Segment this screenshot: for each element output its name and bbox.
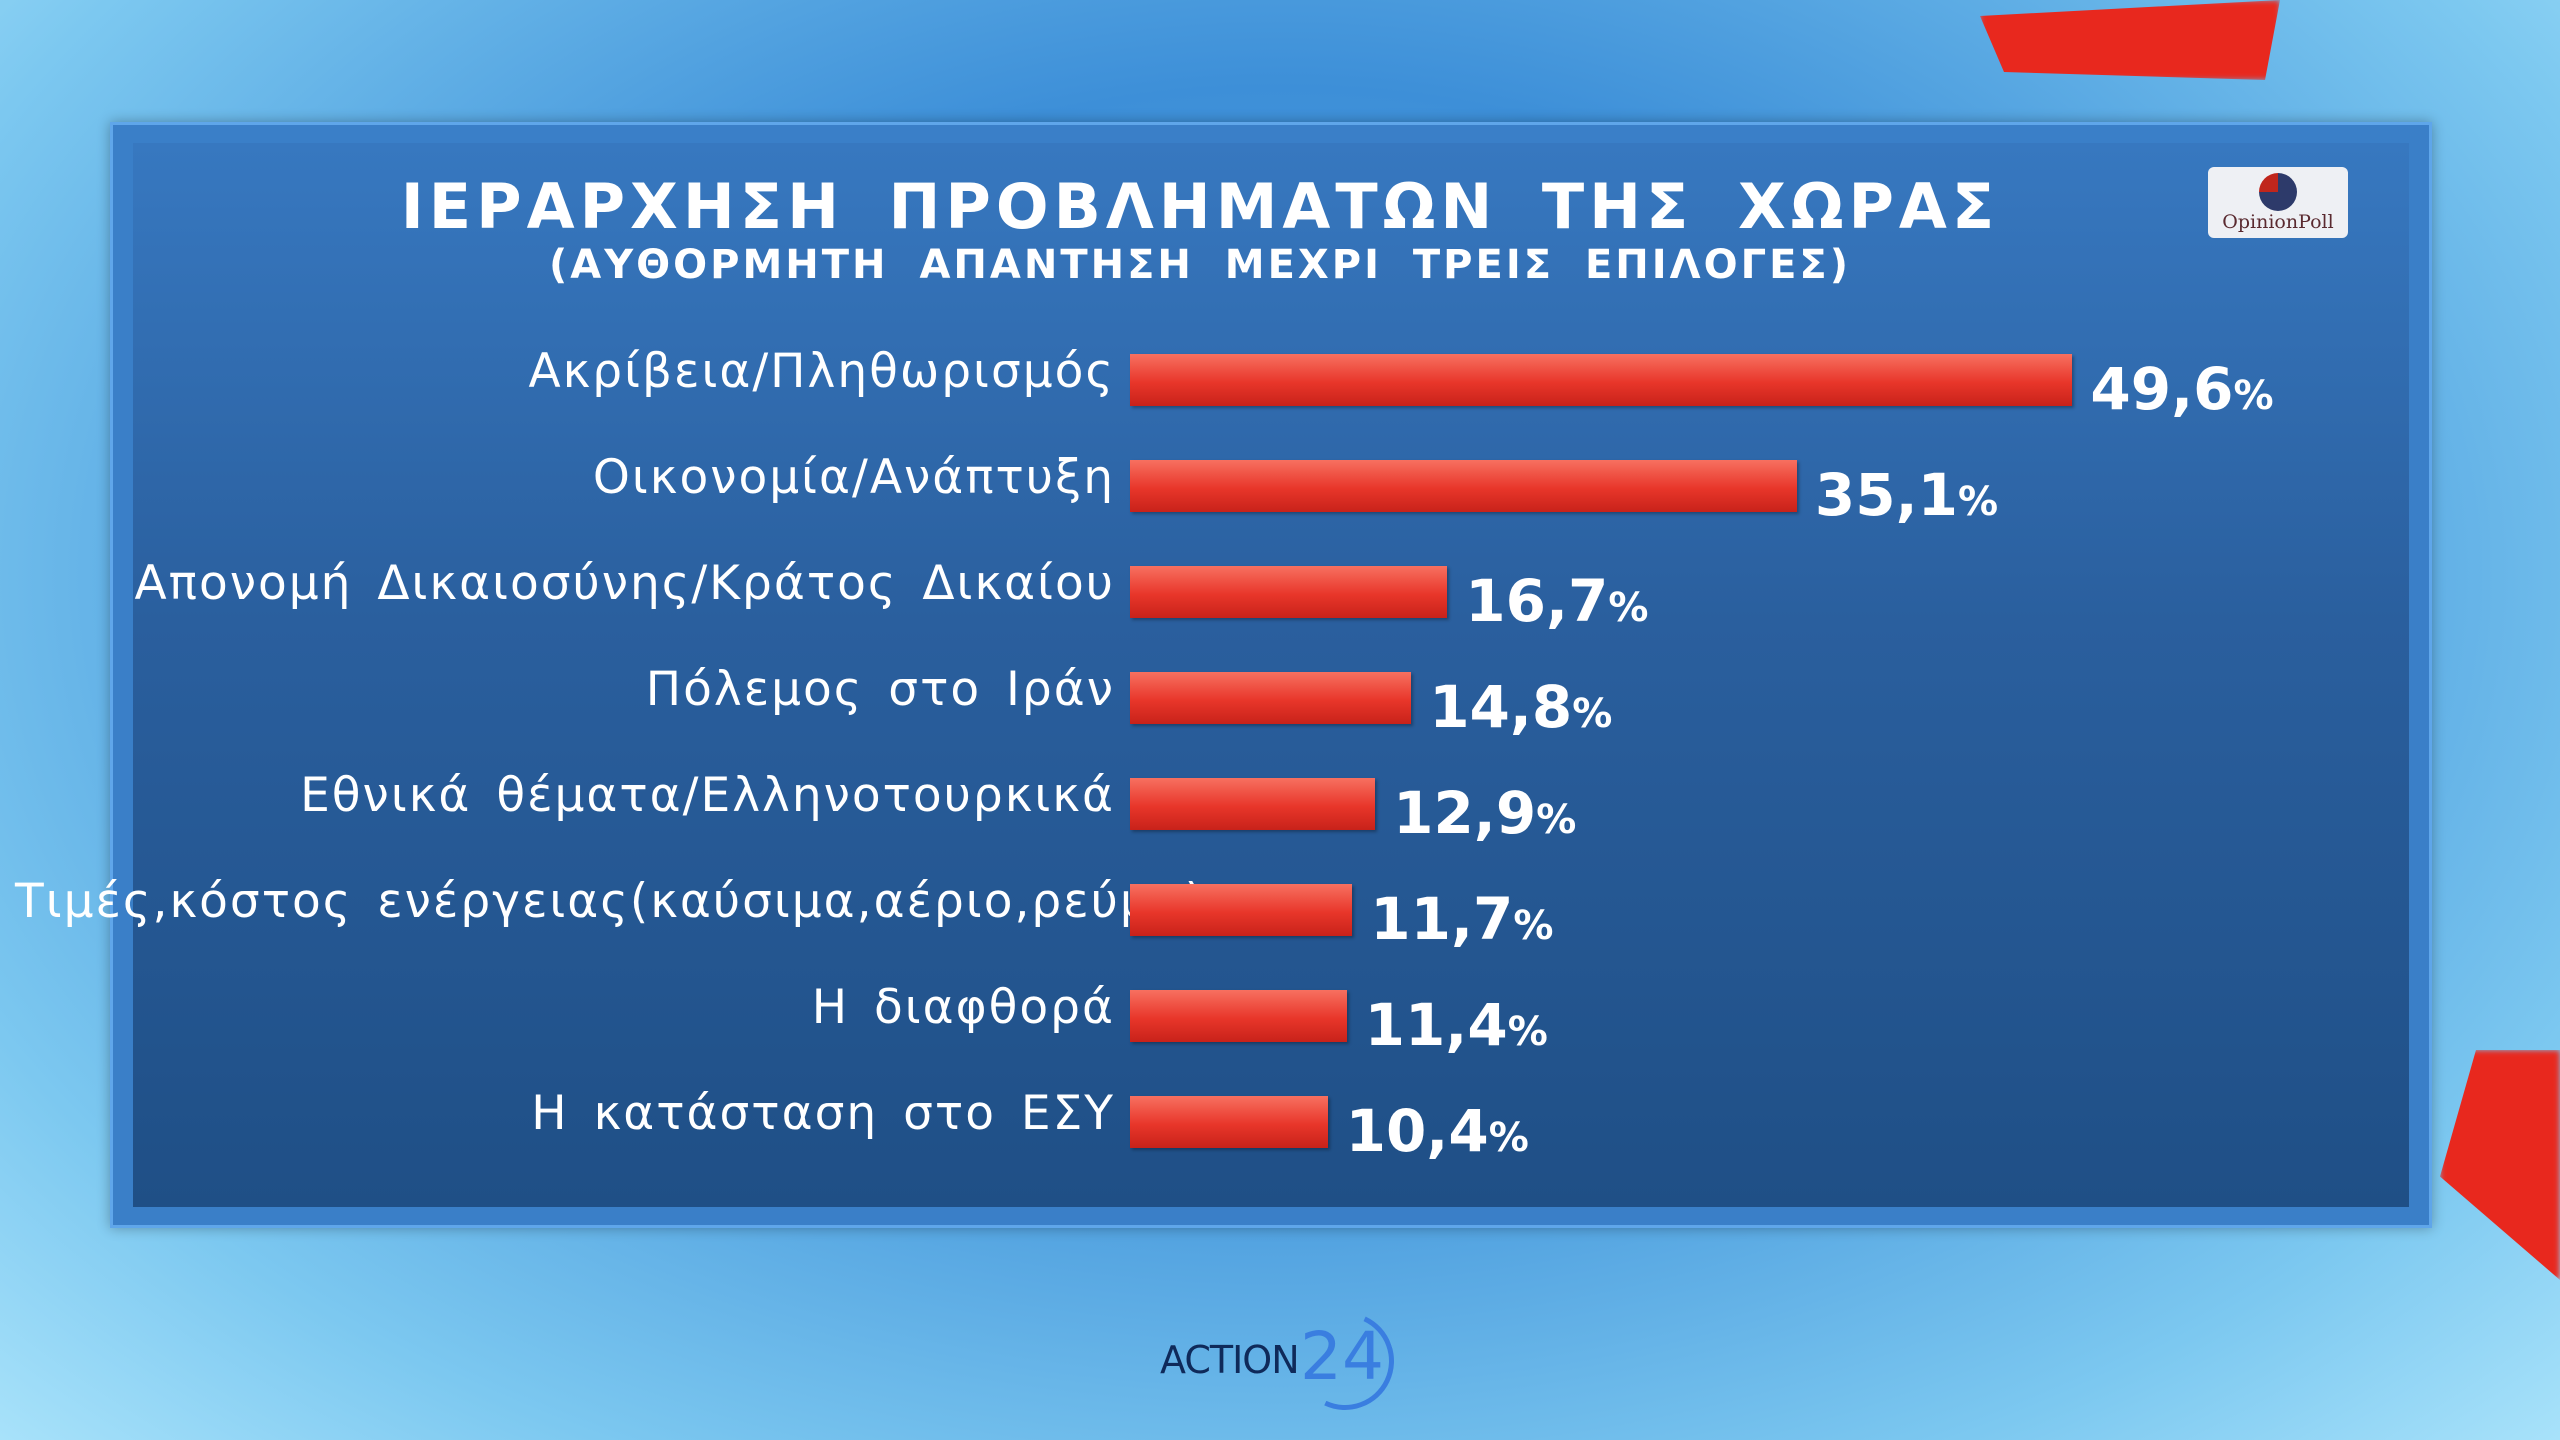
chart-title: ΙΕΡΑΡΧΗΣΗ ΠΡΟΒΛΗΜΑΤΩΝ ΤΗΣ ΧΩΡΑΣ — [400, 170, 2000, 243]
category-label: Εθνικά θέματα/Ελληνοτουρκικά — [300, 768, 1115, 823]
bar — [1130, 990, 1347, 1042]
category-label: Η διαφθορά — [811, 980, 1115, 1035]
percent-sign: % — [1488, 1115, 1529, 1161]
value-number: 35,1 — [1814, 461, 1958, 529]
percent-sign: % — [1536, 797, 1577, 843]
percent-sign: % — [1958, 479, 1999, 525]
category-label: Απονομή Δικαιοσύνης/Κράτος Δικαίου — [134, 556, 1115, 611]
bar — [1130, 672, 1412, 724]
percent-sign: % — [1507, 1009, 1548, 1055]
bar-row: Ακρίβεια/Πληθωρισμός 49,6% — [0, 346, 2560, 424]
bar-row: Απονομή Δικαιοσύνης/Κράτος Δικαίου 16,7% — [0, 558, 2560, 636]
category-label: Ακρίβεια/Πληθωρισμός — [528, 344, 1115, 399]
bar-row: Τιμές,κόστος ενέργειας(καύσιμα,αέριο,ρεύ… — [0, 876, 2560, 954]
bar-row: Πόλεμος στο Ιράν 14,8% — [0, 664, 2560, 742]
bar — [1130, 460, 1797, 512]
value-label: 14,8% — [1429, 672, 1612, 749]
background-decoration — [2440, 1050, 2560, 1280]
category-label: Τιμές,κόστος ενέργειας(καύσιμα,αέριο,ρεύ… — [15, 874, 1206, 929]
bar-row: Η κατάσταση στο ΕΣΥ 10,4% — [0, 1088, 2560, 1166]
percent-sign: % — [1572, 691, 1613, 737]
action24-logo: ACTION 24 — [1160, 1298, 1408, 1424]
value-label: 11,7% — [1370, 884, 1553, 961]
value-label: 11,4% — [1365, 990, 1548, 1067]
bar-row: Εθνικά θέματα/Ελληνοτουρκικά 12,9% — [0, 770, 2560, 848]
category-label: Οικονομία/Ανάπτυξη — [592, 450, 1115, 505]
value-number: 12,9 — [1393, 779, 1537, 847]
value-label: 49,6% — [2090, 354, 2273, 431]
bar — [1130, 778, 1376, 830]
value-number: 49,6 — [2090, 355, 2234, 423]
value-number: 16,7 — [1465, 567, 1609, 635]
bar — [1130, 1096, 1328, 1148]
value-number: 11,4 — [1364, 991, 1508, 1059]
percent-sign: % — [1513, 903, 1554, 949]
value-number: 10,4 — [1345, 1097, 1489, 1165]
bar — [1130, 354, 2073, 406]
background-decoration — [1980, 0, 2280, 80]
opinionpoll-logo: OpinionPoll — [2208, 167, 2348, 238]
category-label: Η κατάσταση στο ΕΣΥ — [531, 1086, 1115, 1141]
chart-subtitle: (ΑΥΘΟΡΜΗΤΗ ΑΠΑΝΤΗΣΗ ΜΕΧΡΙ ΤΡΕΙΣ ΕΠΙΛΟΓΕΣ… — [548, 242, 1852, 288]
pie-logo-icon — [2259, 173, 2297, 211]
percent-sign: % — [2233, 373, 2274, 419]
value-label: 12,9% — [1393, 778, 1576, 855]
value-number: 11,7 — [1370, 885, 1514, 953]
bar — [1130, 566, 1448, 618]
value-number: 14,8 — [1429, 673, 1573, 741]
value-label: 16,7% — [1465, 566, 1648, 643]
category-label: Πόλεμος στο Ιράν — [645, 662, 1115, 717]
value-label: 35,1% — [1815, 460, 1998, 537]
percent-sign: % — [1608, 585, 1649, 631]
bar — [1130, 884, 1353, 936]
bar-row: Οικονομία/Ανάπτυξη 35,1% — [0, 452, 2560, 530]
value-label: 10,4% — [1346, 1096, 1529, 1173]
bar-row: Η διαφθορά 11,4% — [0, 982, 2560, 1060]
